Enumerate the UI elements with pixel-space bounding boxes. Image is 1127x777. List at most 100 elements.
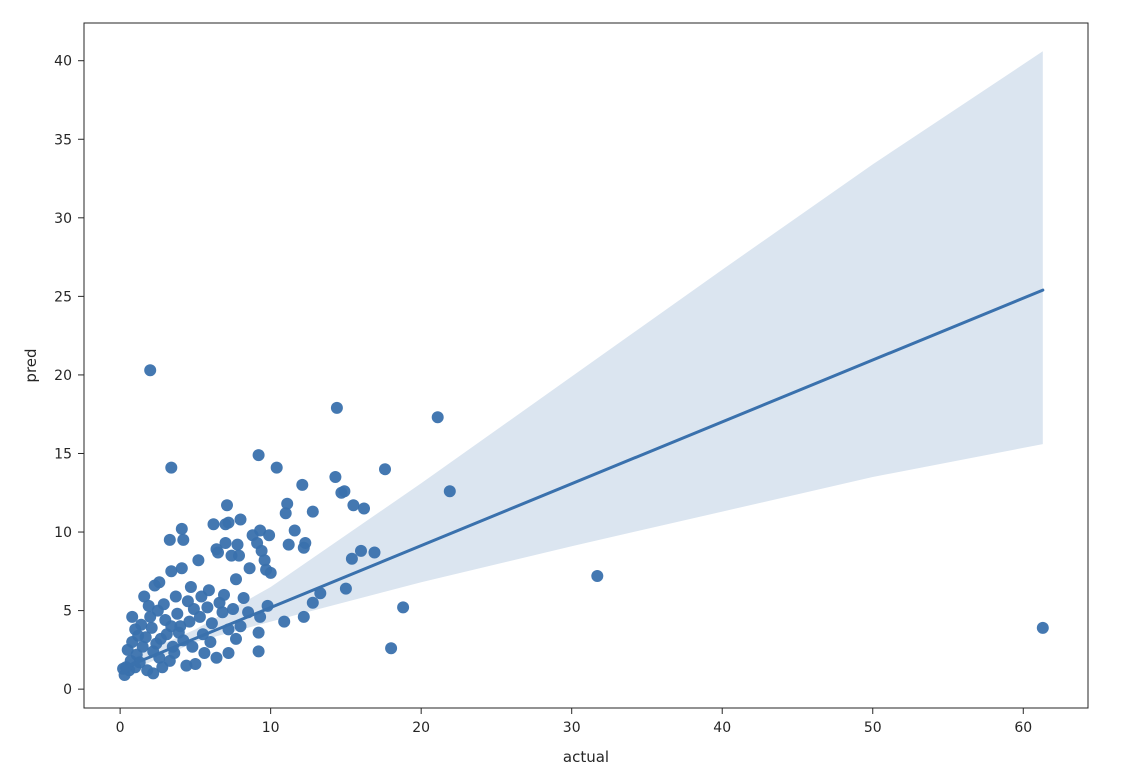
data-point xyxy=(243,562,256,575)
data-point xyxy=(142,599,155,612)
data-point xyxy=(212,546,224,559)
data-point xyxy=(175,522,188,535)
y-tick-label: 10 xyxy=(54,525,72,541)
data-point xyxy=(165,565,178,578)
data-point xyxy=(263,529,276,542)
y-tick-label: 35 xyxy=(54,132,72,148)
data-point xyxy=(231,538,244,551)
x-tick-label: 60 xyxy=(1014,720,1032,736)
confidence-band-layer xyxy=(121,51,1043,676)
data-point xyxy=(279,507,292,520)
data-point xyxy=(219,537,232,549)
x-axis-label: actual xyxy=(563,748,609,766)
data-point xyxy=(306,505,319,518)
data-point xyxy=(278,615,291,628)
data-point xyxy=(379,463,391,476)
data-point xyxy=(335,486,348,499)
data-point xyxy=(156,661,169,674)
y-tick-label: 20 xyxy=(54,368,72,384)
data-point xyxy=(591,570,604,582)
data-point xyxy=(145,621,158,634)
data-point xyxy=(221,499,233,512)
data-point xyxy=(201,601,214,614)
data-point xyxy=(139,631,152,644)
data-point xyxy=(227,603,239,615)
data-point xyxy=(443,485,456,498)
data-point xyxy=(288,524,301,537)
y-tick-label: 25 xyxy=(54,289,72,305)
data-point xyxy=(431,411,444,424)
plot-frame xyxy=(83,22,1089,709)
data-point xyxy=(358,502,370,515)
y-tick-label: 30 xyxy=(54,211,72,227)
data-point xyxy=(126,610,139,623)
plot-area xyxy=(83,22,1089,709)
data-point xyxy=(385,642,398,655)
data-point xyxy=(207,518,220,531)
data-point xyxy=(368,546,381,559)
data-point xyxy=(151,604,164,617)
data-point xyxy=(347,499,360,512)
y-tick-label: 0 xyxy=(63,682,72,698)
data-point xyxy=(148,579,161,592)
data-point xyxy=(222,516,235,529)
data-point xyxy=(230,573,242,586)
data-point xyxy=(210,651,223,664)
data-point xyxy=(237,592,250,604)
data-point xyxy=(169,590,182,603)
data-point xyxy=(180,659,193,672)
data-point xyxy=(129,623,142,636)
data-point xyxy=(177,533,190,546)
data-point xyxy=(1036,621,1049,634)
data-point xyxy=(339,582,352,595)
data-point xyxy=(330,401,343,414)
data-point xyxy=(154,632,167,645)
data-point xyxy=(213,596,226,609)
regression-line-layer xyxy=(120,288,1045,671)
data-point xyxy=(184,581,197,593)
y-axis-label: pred xyxy=(22,348,40,382)
data-point xyxy=(264,566,277,579)
y-tick-label: 15 xyxy=(54,446,72,462)
data-point xyxy=(281,497,294,510)
x-tick-label: 50 xyxy=(864,720,882,736)
confidence-band xyxy=(121,51,1043,676)
y-tick-label: 40 xyxy=(54,54,72,70)
data-point xyxy=(397,601,410,614)
data-point xyxy=(297,610,310,623)
data-point xyxy=(252,449,265,462)
data-point xyxy=(296,478,309,491)
data-point xyxy=(193,610,206,623)
data-point xyxy=(165,461,178,474)
data-point xyxy=(163,533,176,546)
data-point xyxy=(138,590,151,603)
data-point xyxy=(195,590,208,603)
data-point xyxy=(183,615,196,628)
x-tick-label: 10 xyxy=(262,720,280,736)
data-point xyxy=(252,645,265,658)
x-tick-label: 30 xyxy=(563,720,581,736)
data-point xyxy=(192,554,205,567)
data-point xyxy=(126,636,139,648)
data-point xyxy=(205,617,218,630)
data-point xyxy=(222,647,235,659)
data-point xyxy=(175,562,188,575)
data-point xyxy=(345,552,358,565)
data-point xyxy=(252,626,265,639)
data-point xyxy=(282,538,295,551)
x-axis-ticks: 0 10 20 30 40 50 60 xyxy=(116,708,1032,736)
data-point xyxy=(204,636,217,648)
regression-line xyxy=(120,288,1045,671)
data-point xyxy=(306,596,319,609)
data-point xyxy=(181,595,194,608)
data-point xyxy=(233,549,245,562)
data-point xyxy=(297,541,310,554)
y-tick-label: 5 xyxy=(63,604,72,620)
data-point xyxy=(255,544,268,557)
data-point xyxy=(234,620,247,633)
data-point xyxy=(270,461,283,474)
data-point xyxy=(186,640,199,653)
data-point xyxy=(168,647,181,659)
data-point xyxy=(144,364,157,377)
